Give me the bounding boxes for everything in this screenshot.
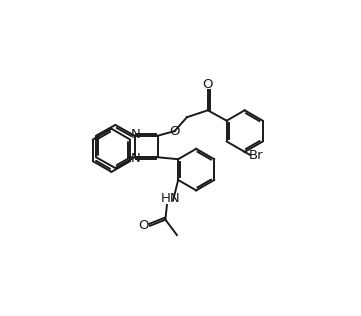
Text: N: N	[131, 128, 141, 142]
Text: O: O	[139, 219, 149, 232]
Text: O: O	[169, 125, 180, 137]
Text: Br: Br	[249, 149, 264, 162]
Text: HN: HN	[161, 192, 180, 205]
Text: N: N	[131, 152, 141, 165]
Text: O: O	[203, 78, 213, 91]
